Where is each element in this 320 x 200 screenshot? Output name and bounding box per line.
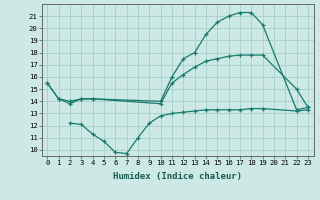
X-axis label: Humidex (Indice chaleur): Humidex (Indice chaleur) [113,172,242,181]
